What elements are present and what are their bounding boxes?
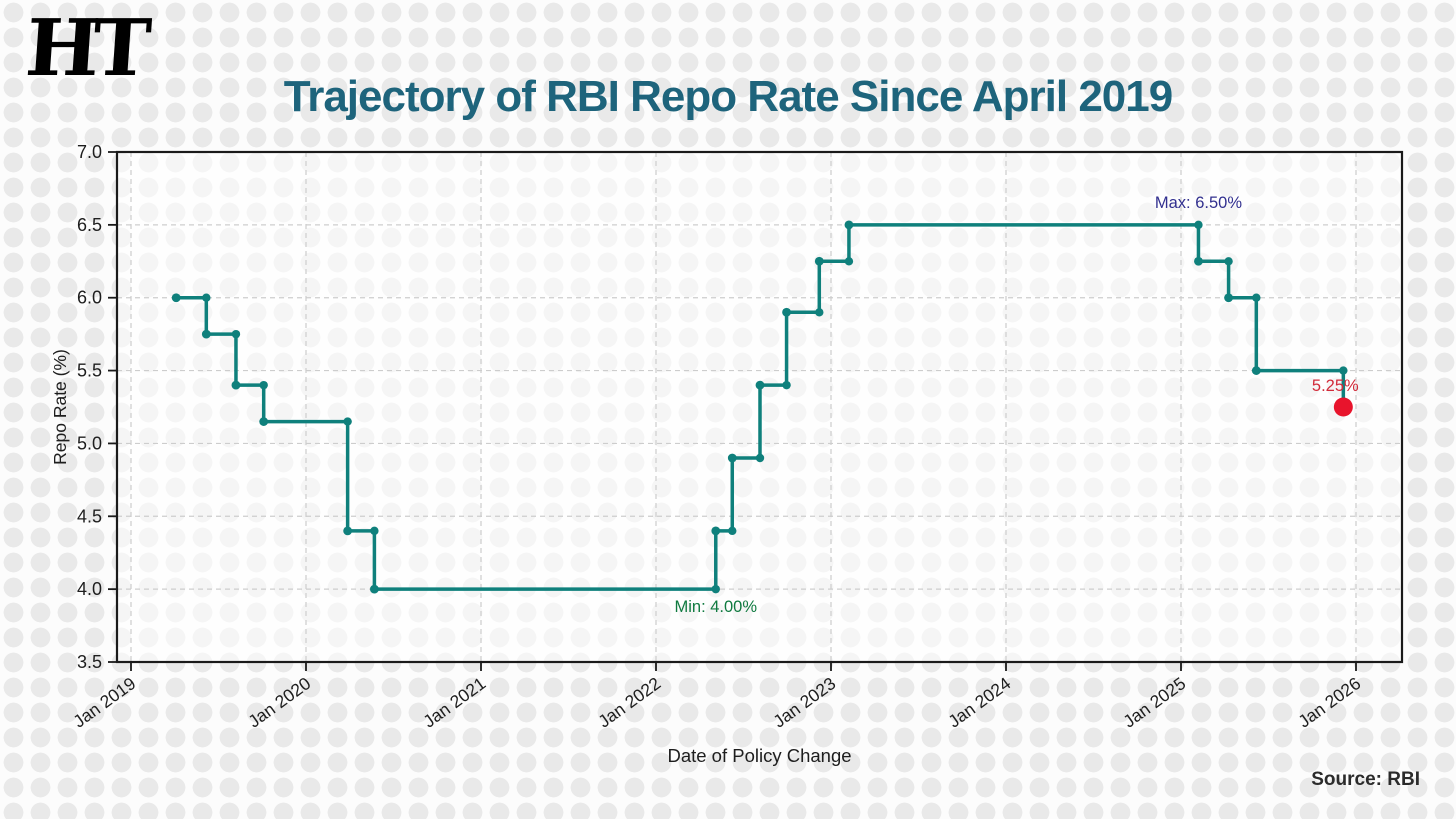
y-tick-label: 7.0 (77, 142, 102, 162)
step-corner-marker (343, 417, 352, 426)
step-corner-marker (755, 453, 765, 463)
step-marker (711, 526, 721, 536)
latest-annotation: 5.25% (1312, 377, 1359, 395)
max-annotation: Max: 6.50% (1155, 194, 1242, 212)
x-tick-label: Jan 2022 (594, 673, 664, 732)
step-marker (370, 584, 379, 594)
x-tick-label: Jan 2021 (419, 673, 489, 732)
y-tick-label: 5.0 (77, 433, 102, 453)
step-marker (259, 417, 269, 426)
step-marker (1251, 366, 1261, 375)
step-corner-marker (1252, 293, 1261, 302)
step-marker (201, 329, 211, 339)
step-marker (814, 256, 824, 266)
step-corner-marker (844, 257, 854, 266)
y-axis-title: Repo Rate (%) (50, 349, 70, 465)
step-marker (231, 380, 241, 390)
step-marker (755, 380, 765, 390)
page-title: Trajectory of RBI Repo Rate Since April … (283, 72, 1173, 121)
step-marker (1224, 293, 1233, 303)
step-corner-marker (1339, 366, 1348, 375)
step-corner-marker (711, 584, 720, 594)
min-annotation: Min: 4.00% (674, 598, 757, 616)
step-corner-marker (259, 380, 268, 390)
source-credit: Source: RBI (1311, 769, 1420, 790)
y-tick-label: 3.5 (77, 652, 102, 672)
step-corner-marker (1224, 257, 1233, 266)
y-tick-label: 4.5 (77, 506, 102, 526)
latest-dot (1333, 397, 1353, 417)
step-corner-marker (728, 526, 737, 536)
step-marker (171, 293, 181, 303)
step-corner-marker (202, 293, 211, 302)
step-marker (727, 453, 737, 463)
x-axis-title: Date of Policy Change (667, 745, 851, 766)
y-tick-label: 5.5 (77, 361, 102, 381)
x-tick-label: Jan 2025 (1119, 673, 1189, 732)
step-marker (844, 220, 854, 230)
step-corner-marker (782, 380, 791, 390)
step-marker (782, 307, 791, 317)
step-marker (343, 526, 353, 536)
step-marker (1194, 256, 1203, 266)
step-corner-marker (231, 329, 241, 339)
x-tick-label: Jan 2019 (69, 673, 139, 732)
step-corner-marker (815, 308, 824, 317)
x-tick-label: Jan 2020 (244, 673, 314, 732)
y-tick-label: 6.0 (77, 288, 102, 308)
axis-spines (115, 150, 1404, 664)
step-corner-marker (370, 526, 379, 536)
step-corner-marker (1194, 220, 1203, 230)
x-tick-label: Jan 2023 (769, 673, 839, 732)
y-tick-label: 6.5 (77, 215, 102, 235)
y-tick-label: 4.0 (77, 579, 102, 599)
x-tick-label: Jan 2026 (1294, 673, 1364, 732)
x-tick-label: Jan 2024 (944, 673, 1014, 732)
